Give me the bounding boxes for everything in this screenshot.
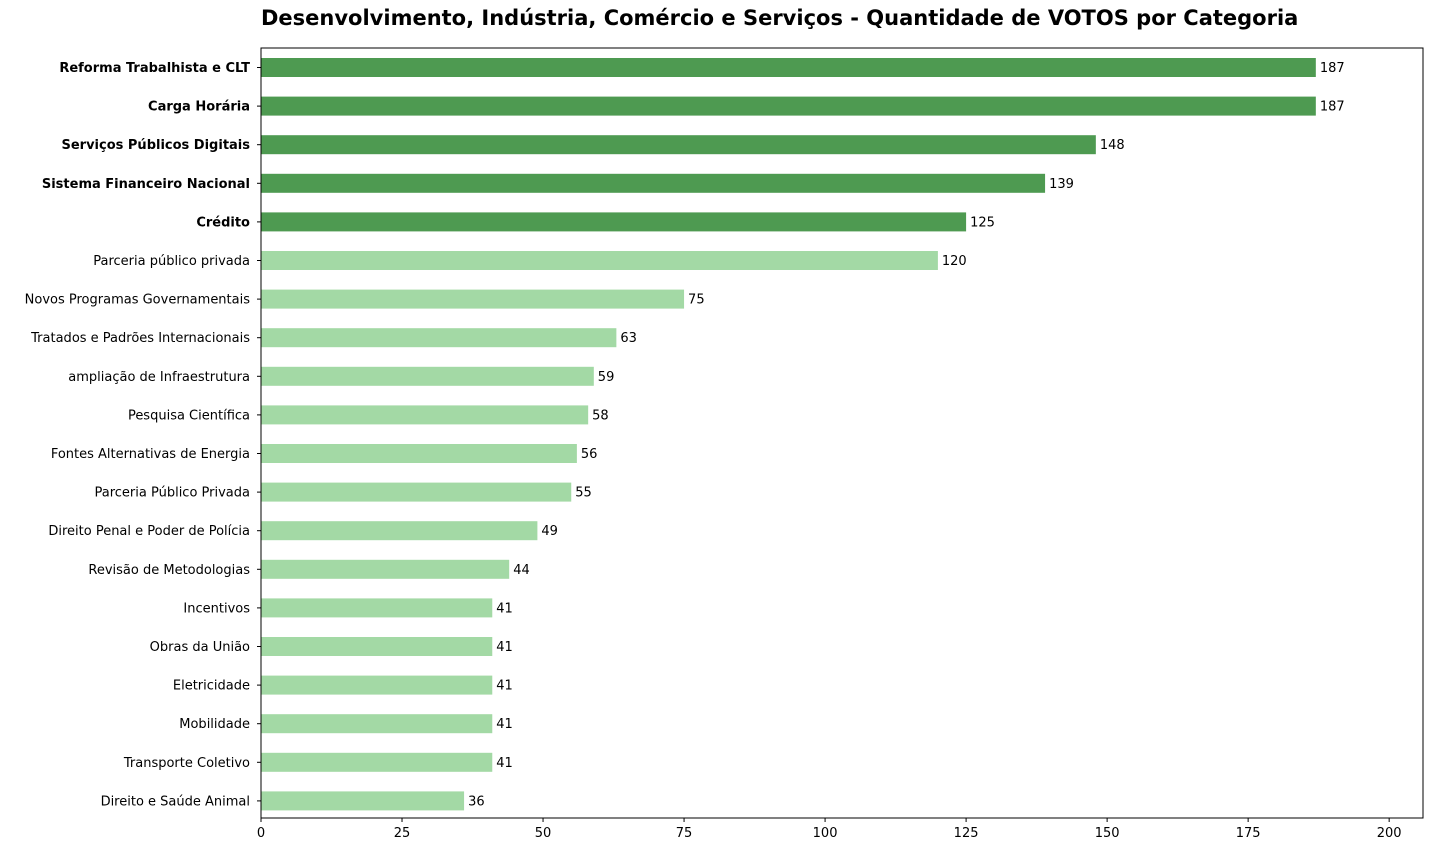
bar-15 bbox=[261, 598, 493, 618]
category-label: ampliação de Infraestrutura bbox=[68, 370, 250, 385]
bar-2 bbox=[261, 96, 1316, 116]
x-tick-label: 75 bbox=[676, 826, 693, 841]
chart-title: Desenvolvimento, Indústria, Comércio e S… bbox=[261, 6, 1299, 30]
bar-7 bbox=[261, 289, 685, 309]
bar-4 bbox=[261, 173, 1046, 193]
bar-1 bbox=[261, 58, 1316, 77]
value-label: 187 bbox=[1320, 61, 1345, 76]
x-tick-label: 125 bbox=[954, 826, 979, 841]
value-label: 36 bbox=[468, 794, 485, 809]
value-label: 41 bbox=[496, 756, 513, 771]
value-label: 187 bbox=[1320, 100, 1345, 115]
bar-9 bbox=[261, 366, 594, 386]
plot-frame bbox=[260, 47, 1424, 819]
x-tick-label: 25 bbox=[394, 826, 411, 841]
x-tick-label: 200 bbox=[1377, 826, 1402, 841]
category-label: Parceria público privada bbox=[93, 254, 250, 269]
category-label: Sistema Financeiro Nacional bbox=[42, 177, 250, 192]
category-label: Serviços Públicos Digitais bbox=[61, 138, 250, 153]
bar-19 bbox=[261, 752, 493, 772]
value-label: 139 bbox=[1049, 177, 1074, 192]
category-label: Obras da União bbox=[150, 640, 250, 655]
bar-3 bbox=[261, 135, 1096, 155]
category-label: Reforma Trabalhista e CLT bbox=[59, 61, 250, 76]
category-label: Direito Penal e Poder de Polícia bbox=[48, 524, 250, 539]
bar-13 bbox=[261, 521, 538, 541]
value-label: 120 bbox=[942, 254, 967, 269]
x-tick-label: 150 bbox=[1095, 826, 1120, 841]
category-label: Eletricidade bbox=[173, 679, 250, 694]
x-tick-label: 0 bbox=[257, 826, 265, 841]
value-label: 56 bbox=[581, 447, 598, 462]
category-label: Revisão de Metodologias bbox=[88, 563, 250, 578]
category-label: Novos Programas Governamentais bbox=[25, 293, 251, 308]
category-label: Pesquisa Científica bbox=[128, 408, 250, 423]
category-label: Transporte Coletivo bbox=[123, 756, 250, 771]
bar-20 bbox=[261, 791, 465, 811]
category-label: Crédito bbox=[196, 215, 250, 230]
bar-11 bbox=[261, 444, 577, 463]
value-label: 41 bbox=[496, 679, 513, 694]
bar-6 bbox=[261, 251, 938, 270]
bar-14 bbox=[261, 559, 510, 579]
category-label: Fontes Alternativas de Energia bbox=[51, 447, 250, 462]
value-label: 49 bbox=[541, 524, 558, 539]
x-tick-label: 50 bbox=[535, 826, 552, 841]
x-tick-label: 175 bbox=[1236, 826, 1261, 841]
bar-18 bbox=[261, 714, 493, 734]
bar-5 bbox=[261, 212, 967, 232]
value-label: 55 bbox=[575, 486, 592, 501]
category-label: Tratados e Padrões Internacionais bbox=[30, 331, 250, 346]
value-label: 58 bbox=[592, 408, 609, 423]
bar-8 bbox=[261, 328, 617, 348]
bar-10 bbox=[261, 405, 589, 425]
category-label: Carga Horária bbox=[148, 100, 250, 115]
x-tick-label: 100 bbox=[813, 826, 838, 841]
category-label: Mobilidade bbox=[179, 717, 250, 732]
value-label: 41 bbox=[496, 717, 513, 732]
value-label: 41 bbox=[496, 640, 513, 655]
value-label: 44 bbox=[513, 563, 530, 578]
category-label: Incentivos bbox=[183, 601, 250, 616]
bar-17 bbox=[261, 675, 493, 695]
bar-16 bbox=[261, 637, 493, 656]
bar-12 bbox=[261, 482, 572, 502]
value-label: 63 bbox=[620, 331, 637, 346]
value-label: 148 bbox=[1100, 138, 1125, 153]
category-label: Parceria Público Privada bbox=[95, 486, 251, 501]
value-label: 75 bbox=[688, 293, 705, 308]
value-label: 59 bbox=[598, 370, 615, 385]
value-label: 125 bbox=[970, 215, 995, 230]
value-label: 41 bbox=[496, 601, 513, 616]
category-label: Direito e Saúde Animal bbox=[101, 794, 250, 809]
